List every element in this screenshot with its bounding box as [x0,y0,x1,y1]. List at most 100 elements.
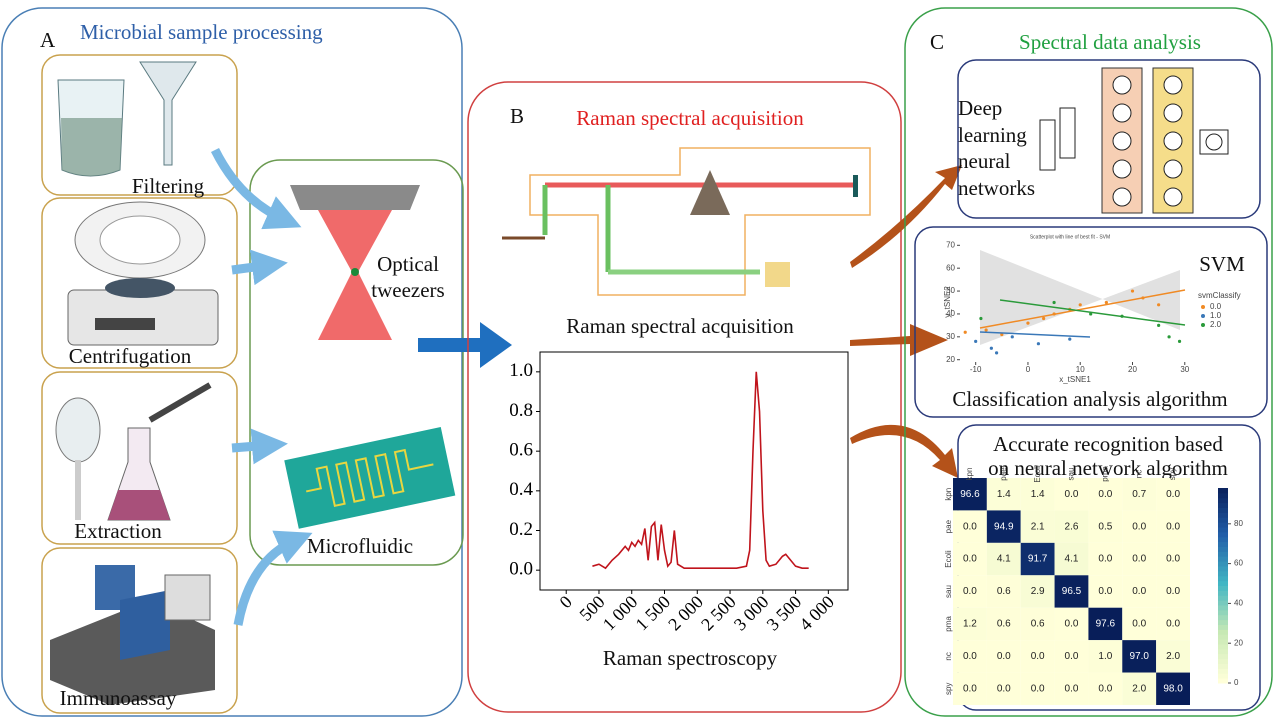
x-tick-label: 10 [1076,365,1085,374]
colorbar-segment [1218,659,1228,664]
colorbar-segment [1218,668,1228,673]
point [990,347,993,350]
confusion-matrix: 96.61.41.40.00.00.70.00.094.92.12.60.50.… [944,465,1243,705]
cell-label: 0.0 [1065,651,1079,662]
col-label: sau [1067,468,1076,481]
colorbar-segment [1218,595,1228,600]
colorbar-segment [1218,566,1228,571]
cell-label: 1.4 [997,489,1011,500]
cell-label: 94.9 [994,521,1014,532]
x-tick-label: 3 500 [763,592,806,635]
cell-label: 0.0 [1166,554,1180,565]
legend-label: 0.0 [1210,302,1222,311]
col-label: pma [1100,466,1109,482]
colorbar-segment [1218,600,1228,605]
col-label: nc [1134,470,1143,478]
colorbar-segment [1218,644,1228,649]
y-tick-label: 60 [946,263,955,272]
dl-label: networks [958,176,1035,200]
cell-label: 0.0 [1065,683,1079,694]
cell-label: 0.0 [1166,619,1180,630]
colorbar-segment [1218,639,1228,644]
x-tick-label: 0 [1026,365,1031,374]
colorbar-segment [1218,620,1228,625]
matrix-title: Accurate recognition based [993,432,1223,456]
colorbar-segment [1218,493,1228,498]
point [1042,317,1045,320]
cell-label: 1.4 [1031,489,1045,500]
point [1037,342,1040,345]
x-tick-label: 30 [1180,365,1189,374]
x-tick-label: 2 000 [664,592,707,635]
row-label: pae [944,519,953,533]
colorbar-segment [1218,561,1228,566]
cell-label: 91.7 [1028,554,1048,565]
cell-label: 0.0 [1166,489,1180,500]
y-tick-label: 1.0 [509,360,533,381]
cell-label: 0.0 [1166,586,1180,597]
colorbar-segment [1218,590,1228,595]
x-tick-label: 1 000 [599,592,642,635]
cell-label: 0.0 [1098,683,1112,694]
figure: A Microbial sample processing Filtering … [0,0,1275,719]
cell-label: 96.5 [1062,586,1082,597]
colorbar-segment [1218,532,1228,537]
cell-label: 0.0 [1132,619,1146,630]
cell-label: 0.0 [963,521,977,532]
legend-label: 2.0 [1210,320,1222,329]
colorbar-segment [1218,508,1228,513]
point [985,328,988,331]
colorbar-label: 40 [1234,599,1243,608]
cell-label: 1.2 [963,619,977,630]
panel-letter: B [510,104,524,128]
colorbar-segment [1218,527,1228,532]
colorbar-segment [1218,615,1228,620]
y-tick-label: 0.2 [509,519,533,540]
plot-frame [540,352,848,590]
cell-label: 0.6 [997,619,1011,630]
cell-label: 0.0 [963,554,977,565]
method-label: Extraction [74,519,162,543]
immunoassay-icon [50,565,215,705]
cell-label: 2.9 [1031,586,1045,597]
x-tick-label: 2 500 [697,592,740,635]
colorbar-segment [1218,673,1228,678]
colorbar-segment [1218,634,1228,639]
dl-label: neural [958,149,1011,173]
cell-label: 0.0 [1098,586,1112,597]
x-tick-label: 0 [555,592,576,613]
microfluidic-label: Microfluidic [307,534,413,558]
method-label: Centrifugation [69,344,192,368]
colorbar-segment [1218,664,1228,669]
colorbar-label: 60 [1234,559,1243,568]
colorbar-segment [1218,522,1228,527]
colorbar-segment [1218,512,1228,517]
row-label: spy [944,683,953,695]
point [1157,303,1160,306]
y-tick-label: 70 [946,240,955,249]
col-label: kpn [965,468,974,481]
cell-label: 98.0 [1163,683,1183,694]
cell-label: 0.0 [963,651,977,662]
y-axis-label: y_tSNE2 [943,286,952,318]
x-tick-label: 3 000 [730,592,773,635]
filtering-icon [58,62,196,176]
col-label: pae [999,467,1008,481]
colorbar-segment [1218,625,1228,630]
cell-label: 2.0 [1166,651,1180,662]
colorbar-segment [1218,610,1228,615]
x-tick-label: 1 500 [631,592,674,635]
colorbar-segment [1218,488,1228,493]
cell-label: 0.0 [1132,521,1146,532]
caption: Classification analysis algorithm [952,387,1227,411]
point [1011,335,1014,338]
x-axis-label: x_tSNE1 [1059,375,1091,384]
cell-label: 0.6 [997,586,1011,597]
x-tick-label: 4 000 [795,592,838,635]
tweezers-label: tweezers [371,278,444,302]
cell-label: 0.0 [1098,554,1112,565]
cell-label: 0.0 [997,651,1011,662]
colorbar-segment [1218,537,1228,542]
colorbar-segment [1218,571,1228,576]
row-label: Ecoli [944,550,953,568]
